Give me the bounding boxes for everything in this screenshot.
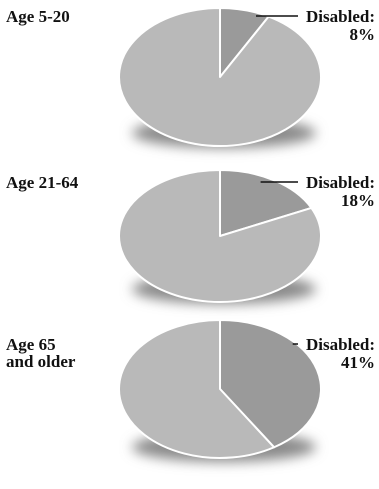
slice-label: Disabled: xyxy=(306,7,375,26)
slice-label: Disabled: xyxy=(306,173,375,192)
pie-slice-disabled xyxy=(219,169,313,237)
slice-value-label: 18% xyxy=(341,191,375,210)
pie-slice-other xyxy=(118,7,323,147)
group-label: Age 5-20 xyxy=(6,7,70,26)
slice-label: Disabled: xyxy=(306,335,375,354)
slice-value-label: 8% xyxy=(350,25,376,44)
group-label: Age 65 xyxy=(6,335,56,354)
pie-slice-other xyxy=(118,319,276,459)
group-label: Age 21-64 xyxy=(6,173,79,192)
pie-slice-other xyxy=(118,169,322,303)
slice-value-label: 41% xyxy=(341,353,375,372)
group-label: and older xyxy=(6,352,76,371)
pie-chart-2: Age 21-64 Disabled:18% xyxy=(6,169,375,304)
pie-chart-1: Age 5-20 Disabled:8% xyxy=(6,7,375,148)
